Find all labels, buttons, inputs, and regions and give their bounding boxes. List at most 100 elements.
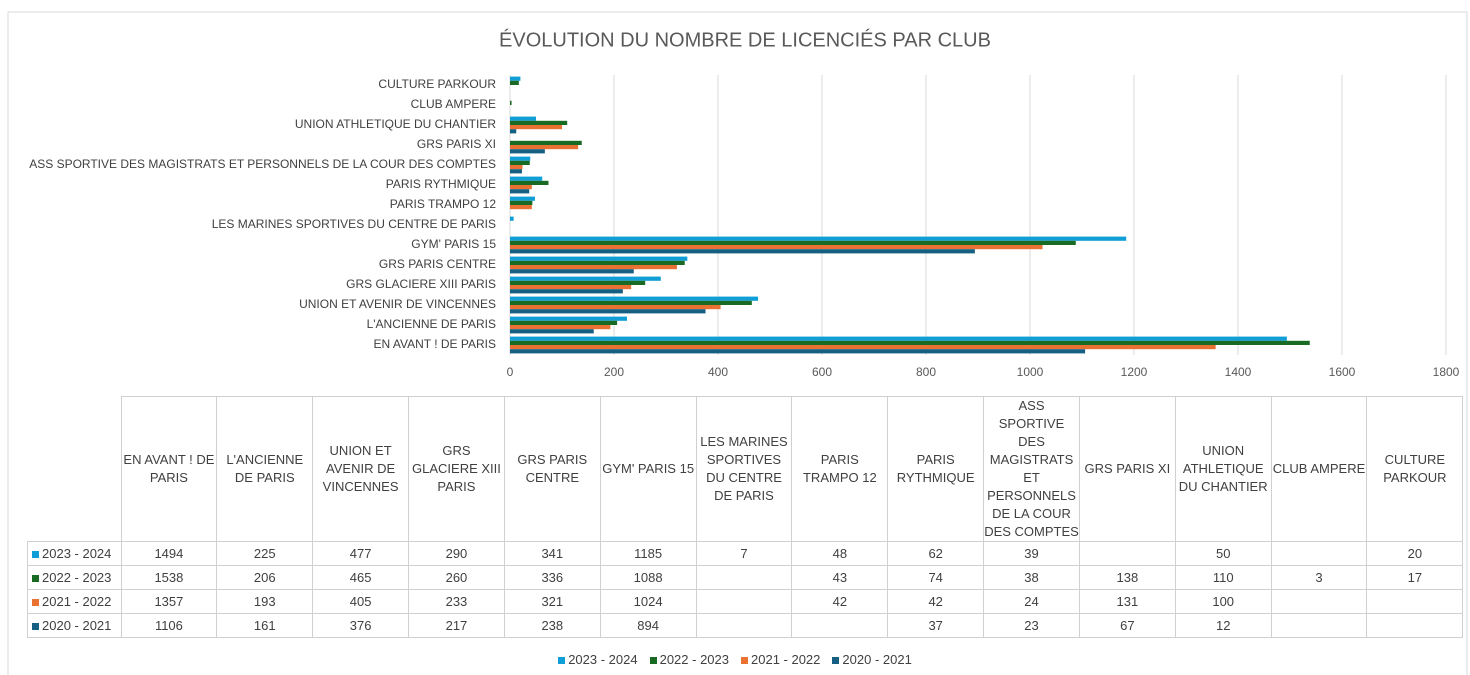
table-series-cell: 2021 - 2022 xyxy=(27,589,122,614)
x-tick-label: 400 xyxy=(708,365,728,379)
table-cell: 336 xyxy=(503,565,601,590)
table-cell: 405 xyxy=(312,589,410,614)
y-tick-label: L'ANCIENNE DE PARIS xyxy=(367,317,496,331)
table-cell: 50 xyxy=(1174,541,1272,566)
table-cell xyxy=(1366,613,1464,638)
bar xyxy=(510,180,549,185)
bar xyxy=(510,280,646,285)
bar xyxy=(510,80,519,85)
table-header-row: EN AVANT ! DE PARIS L'ANCIENNE DE PARIS UN… xyxy=(28,396,1464,542)
table-row: 2023 - 2024 1494 225 477 290 341 1185 7 48 62 39 50… xyxy=(27,541,1464,566)
table-header-cell: EN AVANT ! DE PARIS xyxy=(120,396,218,542)
x-tick-label: 200 xyxy=(604,365,624,379)
bar xyxy=(510,156,531,161)
bar xyxy=(510,276,661,281)
table-cell: 43 xyxy=(791,565,889,590)
bar xyxy=(510,236,1127,241)
chart-border xyxy=(7,11,1468,675)
x-tick-label: 1000 xyxy=(1017,365,1044,379)
table-header-cell: UNION ET AVENIR DE VINCENNES xyxy=(312,396,410,542)
table-cell: 1088 xyxy=(599,565,697,590)
y-tick-label: LES MARINES SPORTIVES DU CENTRE DE PARIS xyxy=(212,217,496,231)
table-cell: 260 xyxy=(408,565,505,590)
table-cell: 100 xyxy=(1174,589,1272,614)
table-row: 2022 - 2023 1538 206 465 260 336 1088 43 74 38 138… xyxy=(27,565,1464,590)
bar xyxy=(510,325,611,330)
legend-key xyxy=(741,657,748,664)
table-header-cell: PARIS RYTHMIQUE xyxy=(887,396,985,542)
legend-item: 2020 - 2021 xyxy=(832,652,912,667)
table-cell: 74 xyxy=(887,565,985,590)
bar xyxy=(510,76,521,81)
table-cell: 62 xyxy=(887,541,985,566)
table-cell: 38 xyxy=(983,565,1080,590)
table-cell xyxy=(1270,589,1368,614)
table-row: 2020 - 2021 1106 161 376 217 238 894 37 23 67 12 xyxy=(27,613,1464,638)
y-tick-label: CLUB AMPERE xyxy=(411,97,496,111)
table-series-cell: 2022 - 2023 xyxy=(27,565,122,590)
bar xyxy=(510,240,1076,245)
y-tick-label: GRS PARIS XI xyxy=(417,137,496,151)
y-tick-label: GYM' PARIS 15 xyxy=(411,237,496,251)
x-tick-label: 0 xyxy=(507,365,514,379)
legend-item: 2022 - 2023 xyxy=(649,652,729,667)
bar xyxy=(510,329,594,334)
bar xyxy=(510,216,514,221)
table-row: 2021 - 2022 1357 193 405 233 321 1024 42 42 24 131… xyxy=(27,589,1464,614)
legend-label: 2022 - 2023 xyxy=(659,652,729,667)
table-cell: 290 xyxy=(408,541,505,566)
x-tick-label: 600 xyxy=(812,365,832,379)
table-header-cell: GRS GLACIERE XIII PARIS xyxy=(408,396,505,542)
legend-label: 2023 - 2024 xyxy=(568,652,638,667)
bar xyxy=(510,260,685,265)
legend-label: 2020 - 2021 xyxy=(842,652,912,667)
table-header-cell: ASS SPORTIVE DES MAGISTRATS ET PERSONNEL… xyxy=(983,396,1080,542)
table-cell: 477 xyxy=(312,541,410,566)
table-header-cell: L'ANCIENNE DE PARIS xyxy=(216,396,314,542)
table-header-cell: GRS PARIS XI xyxy=(1078,396,1176,542)
table-cell xyxy=(1270,613,1368,638)
y-tick-label: GRS PARIS CENTRE xyxy=(379,257,496,271)
table-cell: 131 xyxy=(1078,589,1176,614)
table-cell: 1494 xyxy=(120,541,218,566)
legend-label: 2021 - 2022 xyxy=(751,652,821,667)
table-cell: 225 xyxy=(216,541,314,566)
table-cell: 1185 xyxy=(599,541,697,566)
bar xyxy=(510,100,512,105)
bar xyxy=(510,309,706,314)
table-cell: 894 xyxy=(599,613,697,638)
table-cell: 341 xyxy=(503,541,601,566)
legend-item: 2023 - 2024 xyxy=(558,652,638,667)
legend-key xyxy=(558,657,566,664)
bar xyxy=(510,185,532,190)
table-cell: 1357 xyxy=(120,589,218,614)
bar xyxy=(510,320,618,325)
legend-key xyxy=(32,574,39,582)
table-cell: 1024 xyxy=(599,589,697,614)
x-tick-label: 1600 xyxy=(1329,365,1356,379)
bar xyxy=(510,189,530,194)
bar xyxy=(510,116,536,121)
table-cell: 1106 xyxy=(120,613,218,638)
bar xyxy=(510,245,1043,250)
table-cell: 48 xyxy=(791,541,889,566)
table-header-cell: GRS PARIS CENTRE xyxy=(503,396,601,542)
table-cell: 24 xyxy=(983,589,1080,614)
bar xyxy=(510,345,1216,350)
bar xyxy=(510,349,1086,354)
bar xyxy=(510,145,579,150)
table-cell: 67 xyxy=(1078,613,1176,638)
bar xyxy=(510,196,535,201)
bar xyxy=(510,176,543,181)
x-tick-label: 1200 xyxy=(1121,365,1148,379)
table-cell: 20 xyxy=(1366,541,1464,566)
table-cell xyxy=(1366,589,1464,614)
table-cell: 39 xyxy=(983,541,1080,566)
bar xyxy=(510,160,530,165)
table-series-cell: 2023 - 2024 xyxy=(27,541,122,566)
table-header-cell: UNION ATHLETIQUE DU CHANTIER xyxy=(1174,396,1272,542)
bar xyxy=(510,269,634,274)
table-cell: 465 xyxy=(312,565,410,590)
series-name: 2020 - 2021 xyxy=(42,617,112,633)
